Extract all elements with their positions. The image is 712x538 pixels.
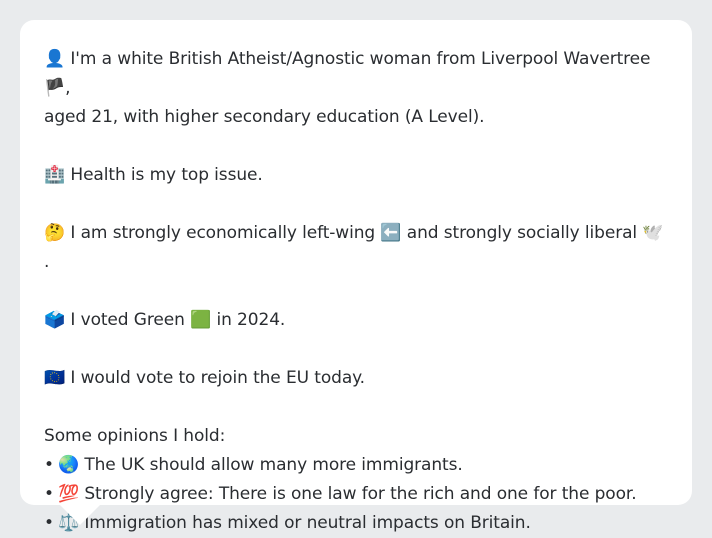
intro-comma: , (65, 78, 71, 98)
intro-paragraph: 👤 I'm a white British Atheist/Agnostic w… (44, 45, 668, 132)
eu-paragraph: 🇪🇺 I would vote to rejoin the EU today. (44, 364, 668, 393)
bullet: • (44, 513, 54, 533)
persona-message-bubble: 👤 I'm a white British Atheist/Agnostic w… (20, 20, 692, 533)
opinion-text: Strongly agree: There is one law for the… (84, 484, 637, 504)
eu-flag-icon: 🇪🇺 (44, 368, 66, 388)
ideology-text-3: . (44, 252, 50, 272)
hundred-points-icon: 💯 (57, 484, 80, 504)
ideology-paragraph: 🤔 I am strongly economically left-wing ⬅… (44, 219, 668, 277)
bullet: • (44, 484, 54, 504)
thinking-face-icon: 🤔 (44, 223, 66, 243)
opinion-item: • ⚖️ Immigration has mixed or neutral imp… (44, 509, 668, 538)
hospital-icon: 🏥 (44, 165, 66, 185)
ballot-box-icon: 🗳️ (44, 310, 66, 330)
intro-line-2: aged 21, with higher secondary education… (44, 107, 485, 127)
globe-icon: 🌏 (57, 455, 80, 475)
opinions-list: • 🌏 The UK should allow many more immigra… (44, 451, 668, 538)
bubble-tail (60, 505, 100, 525)
issue-paragraph: 🏥 Health is my top issue. (44, 161, 668, 190)
issue-text: Health is my top issue. (70, 165, 263, 185)
opinion-text: Immigration has mixed or neutral impacts… (84, 513, 531, 533)
vote-text-2: in 2024. (211, 310, 286, 330)
eu-text: I would vote to rejoin the EU today. (70, 368, 365, 388)
vote-paragraph: 🗳️ I voted Green 🟩 in 2024. (44, 306, 668, 335)
person-icon: 👤 (44, 49, 66, 69)
bullet: • (44, 455, 54, 475)
left-arrow-icon: ⬅️ (380, 223, 402, 243)
opinion-text: The UK should allow many more immigrants… (84, 455, 463, 475)
opinions-heading: Some opinions I hold: (44, 426, 226, 446)
opinions-section: Some opinions I hold: • 🌏 The UK should a… (44, 422, 668, 538)
intro-text: I'm a white British Atheist/Agnostic wom… (70, 49, 651, 69)
vote-text-1: I voted Green (70, 310, 191, 330)
opinion-item: • 🌏 The UK should allow many more immigra… (44, 451, 668, 480)
england-flag-icon: 🏴 (44, 78, 66, 98)
green-square-icon: 🟩 (190, 310, 212, 330)
opinion-item: • 💯 Strongly agree: There is one law for … (44, 480, 668, 509)
dove-icon: 🕊️ (642, 223, 664, 243)
ideology-text-2: and strongly socially liberal (401, 223, 643, 243)
ideology-text-1: I am strongly economically left-wing (70, 223, 381, 243)
